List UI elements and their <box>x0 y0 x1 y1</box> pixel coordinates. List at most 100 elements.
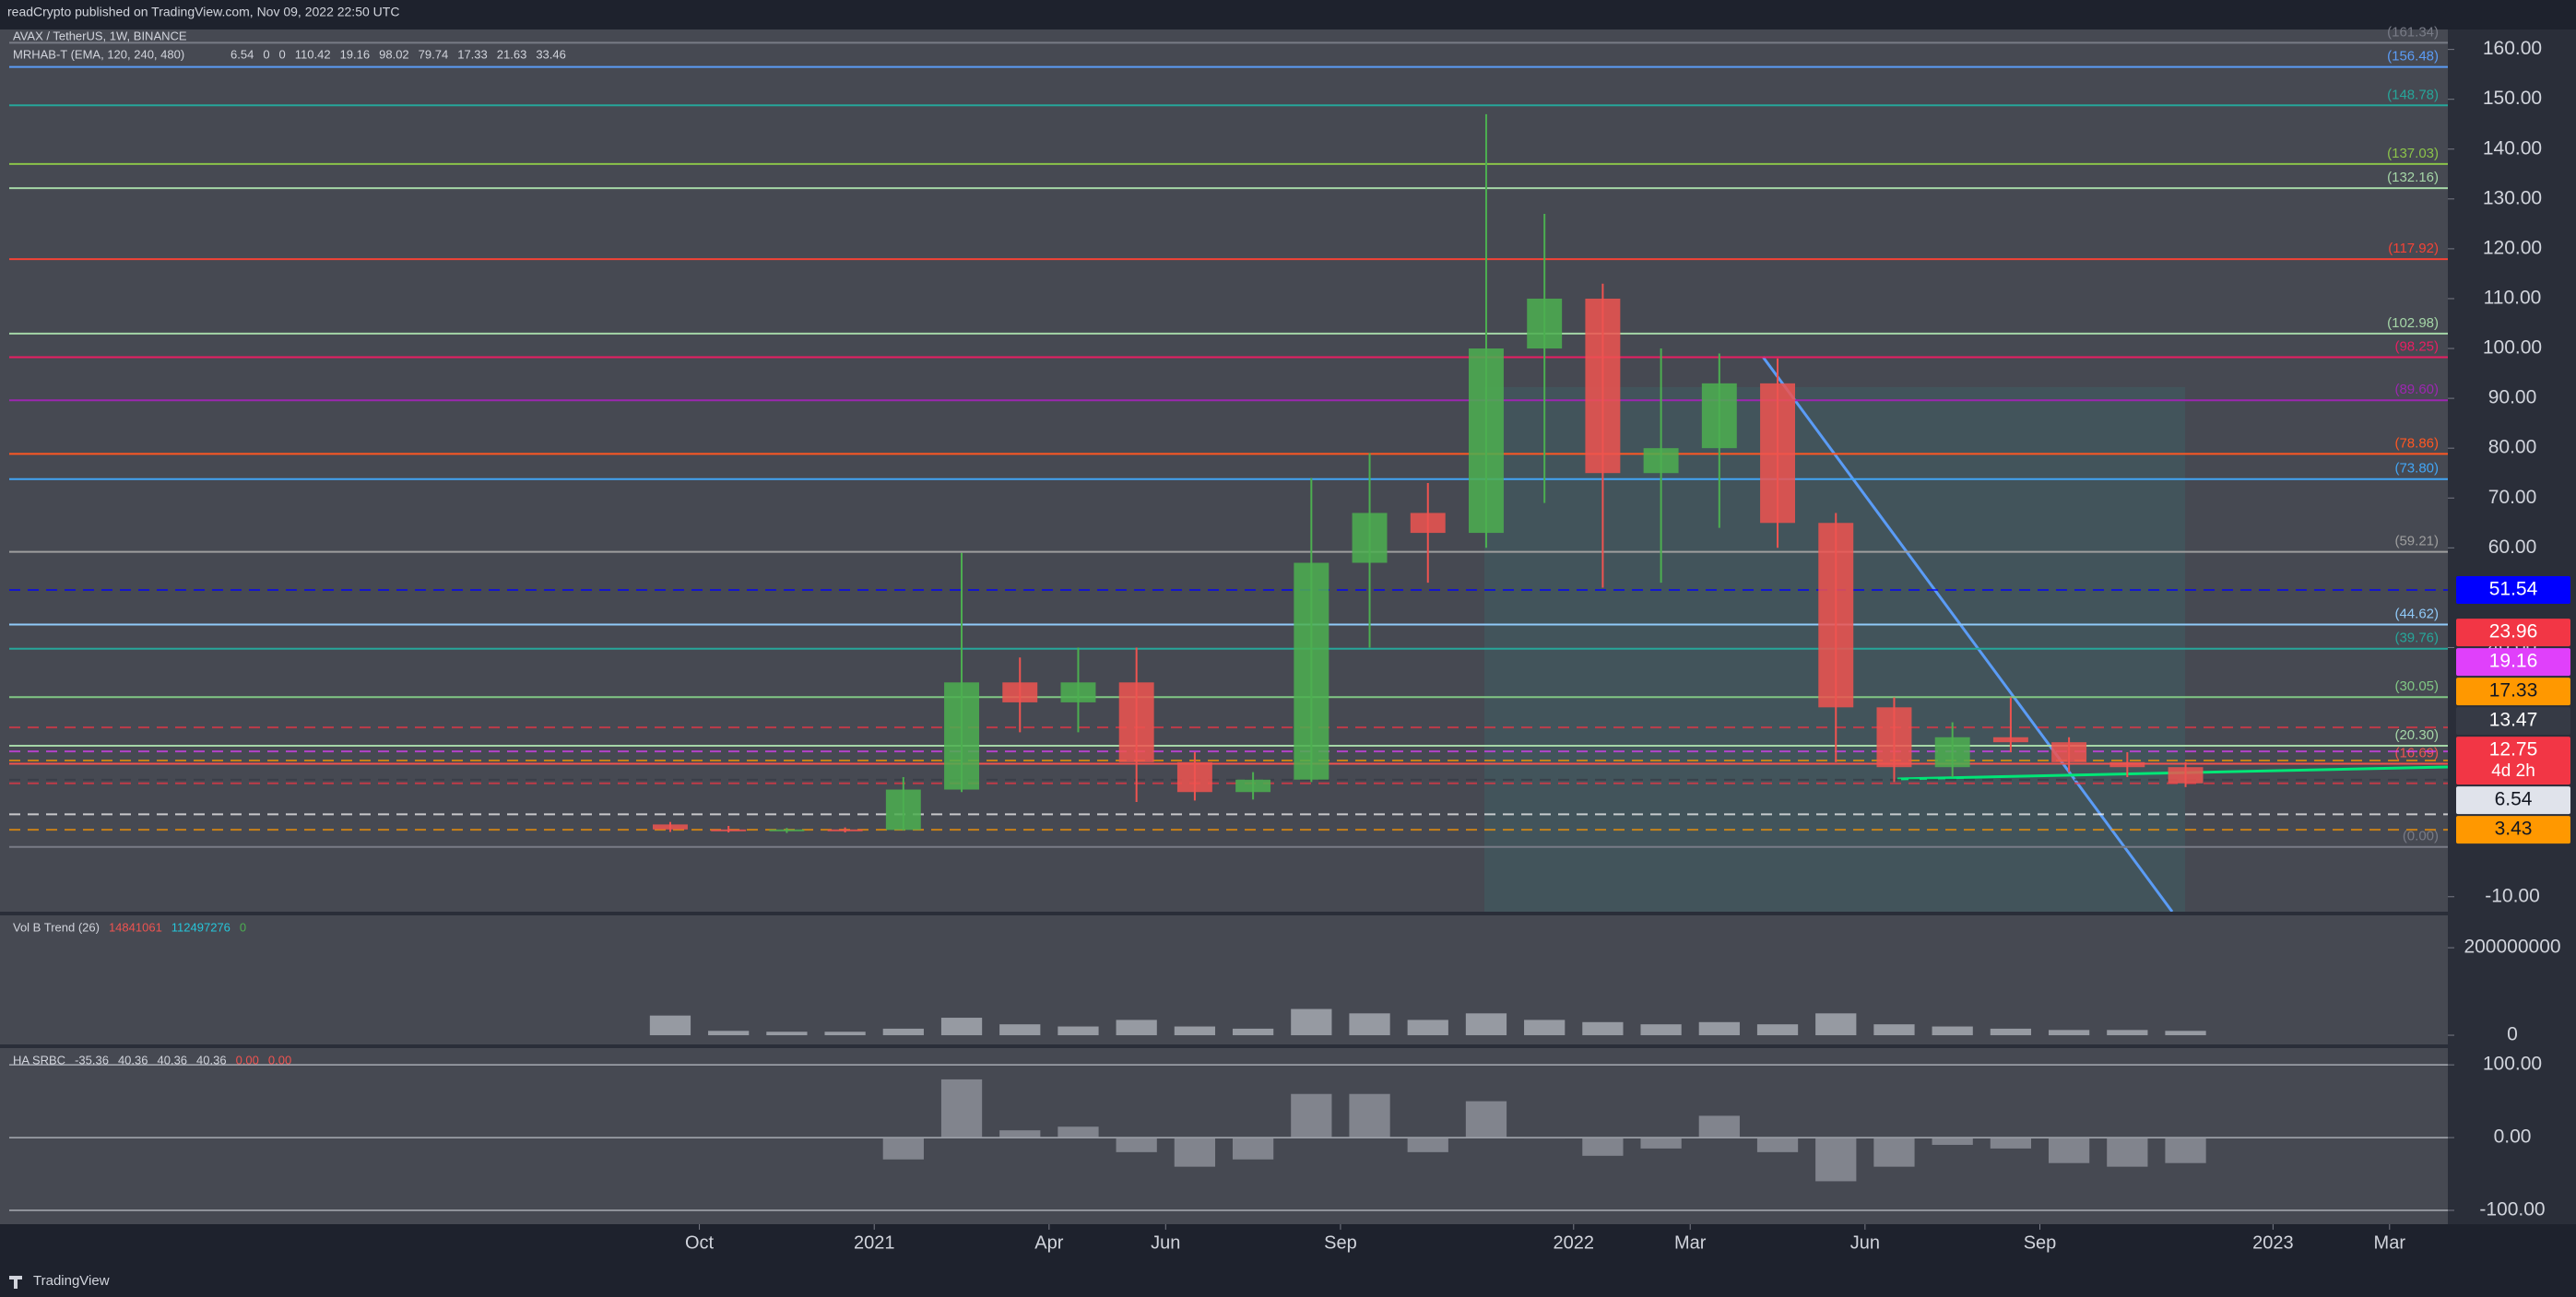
level-label: (16.69) <box>2394 745 2439 761</box>
bar <box>708 1031 750 1036</box>
level-label: (156.48) <box>2387 49 2439 65</box>
x-tick-label: Jun <box>1850 1232 1880 1253</box>
candle-body <box>769 829 805 831</box>
footer-brand: TradingView <box>33 1273 110 1289</box>
candle-body <box>1992 737 2028 743</box>
level-label: (30.05) <box>2394 678 2439 694</box>
price-pane <box>0 29 2448 912</box>
candle-body <box>1352 513 1388 563</box>
bar <box>1640 1138 1682 1149</box>
y-tick-label: 80.00 <box>2488 437 2537 458</box>
y-tick-label: -100.00 <box>2479 1199 2545 1220</box>
readout: 40.36 <box>118 1053 148 1067</box>
bar <box>1174 1026 1216 1036</box>
bar <box>1815 1013 1857 1036</box>
readout: -35.36 <box>75 1053 109 1067</box>
bar <box>1873 1138 1915 1167</box>
readout: 14841061 <box>109 920 162 934</box>
price-tag-label: 3.43 <box>2495 819 2533 840</box>
y-tick-label: 90.00 <box>2488 387 2537 408</box>
bar <box>1232 1138 1274 1160</box>
y-tick-label: 140.00 <box>2483 137 2542 159</box>
oscillator-pane <box>0 1048 2448 1224</box>
indicator-value: 17.33 <box>457 47 488 61</box>
bar <box>1349 1093 1390 1138</box>
candle-body <box>1527 298 1563 349</box>
pane-title: Vol B Trend (26) <box>13 920 100 934</box>
x-tick-label: Jun <box>1151 1232 1180 1253</box>
level-label: (44.62) <box>2394 606 2439 621</box>
bar <box>1756 1024 1799 1036</box>
bar <box>1465 1101 1507 1138</box>
bar <box>1698 1021 1740 1036</box>
x-tick-label: Sep <box>1324 1232 1357 1253</box>
candle-body <box>1294 562 1329 780</box>
y-tick-label: 0.00 <box>2494 1126 2532 1148</box>
trend-line <box>1761 356 2174 913</box>
candle-body <box>1410 513 1446 534</box>
y-tick-label: 110.00 <box>2484 288 2542 309</box>
indicator-value: 6.54 <box>230 47 254 61</box>
bar <box>1932 1026 1973 1036</box>
indicator-value: 33.46 <box>536 47 566 61</box>
x-tick-label: 2022 <box>1554 1232 1595 1253</box>
price-tag-label: 13.47 <box>2489 710 2538 731</box>
price-tag-label: 12.75 <box>2489 739 2538 761</box>
bar <box>2107 1138 2148 1167</box>
y-tick-label: 160.00 <box>2483 38 2542 59</box>
x-tick-label: 2021 <box>854 1232 895 1253</box>
x-tick-label: 2023 <box>2252 1232 2294 1253</box>
bar <box>1058 1026 1099 1036</box>
y-tick-label: 100.00 <box>2483 1054 2542 1075</box>
bar <box>1873 1024 1915 1036</box>
candle-body <box>1469 348 1504 534</box>
indicator-name: MRHAB-T (EMA, 120, 240, 480) <box>13 47 184 61</box>
candle-body <box>1818 523 1854 708</box>
candle-body <box>885 789 921 831</box>
bar <box>999 1024 1041 1036</box>
indicator-value: 79.74 <box>419 47 449 61</box>
bar <box>649 1015 691 1036</box>
readout: 0 <box>240 920 246 934</box>
bar <box>1116 1020 1157 1036</box>
candle-body <box>827 829 863 831</box>
bar <box>1698 1115 1740 1138</box>
price-tag <box>2456 816 2570 844</box>
price-tag-label: 51.54 <box>2489 579 2538 600</box>
indicator-value: 21.63 <box>497 47 527 61</box>
level-label: (161.34) <box>2387 24 2439 40</box>
candle-body <box>1235 779 1271 793</box>
price-tag <box>2456 648 2570 677</box>
level-label: (137.03) <box>2387 146 2439 161</box>
x-tick-label: Mar <box>1674 1232 1707 1253</box>
candle-body <box>2109 761 2145 768</box>
indicator-value: 110.42 <box>295 47 331 61</box>
bar <box>1349 1013 1390 1036</box>
level-label: (132.16) <box>2387 170 2439 185</box>
bar <box>766 1032 808 1036</box>
level-label: (102.98) <box>2387 315 2439 331</box>
level-label: (78.86) <box>2394 435 2439 451</box>
bar <box>1232 1028 1274 1036</box>
bar <box>940 1018 983 1036</box>
candle-body <box>1060 682 1096 702</box>
candle-body <box>1876 707 1912 768</box>
indicator-value: 0 <box>279 47 286 61</box>
level-label: (89.60) <box>2394 382 2439 397</box>
level-label: (59.21) <box>2394 534 2439 549</box>
y-tick-label: 100.00 <box>2483 337 2542 359</box>
indicator-value: 0 <box>263 47 269 61</box>
bar <box>1174 1138 1216 1167</box>
price-tag <box>2456 786 2570 815</box>
bar <box>1582 1021 1624 1036</box>
y-tick-label: 60.00 <box>2488 536 2537 558</box>
candle-body <box>1643 448 1679 474</box>
y-tick-label: 200000000 <box>2464 937 2560 958</box>
bar <box>2048 1030 2090 1036</box>
candle-body <box>1934 737 1970 768</box>
candle-body <box>1760 383 1795 524</box>
readout: 0.00 <box>268 1053 291 1067</box>
y-tick-label: 150.00 <box>2483 88 2542 109</box>
candle-body <box>1701 383 1737 449</box>
